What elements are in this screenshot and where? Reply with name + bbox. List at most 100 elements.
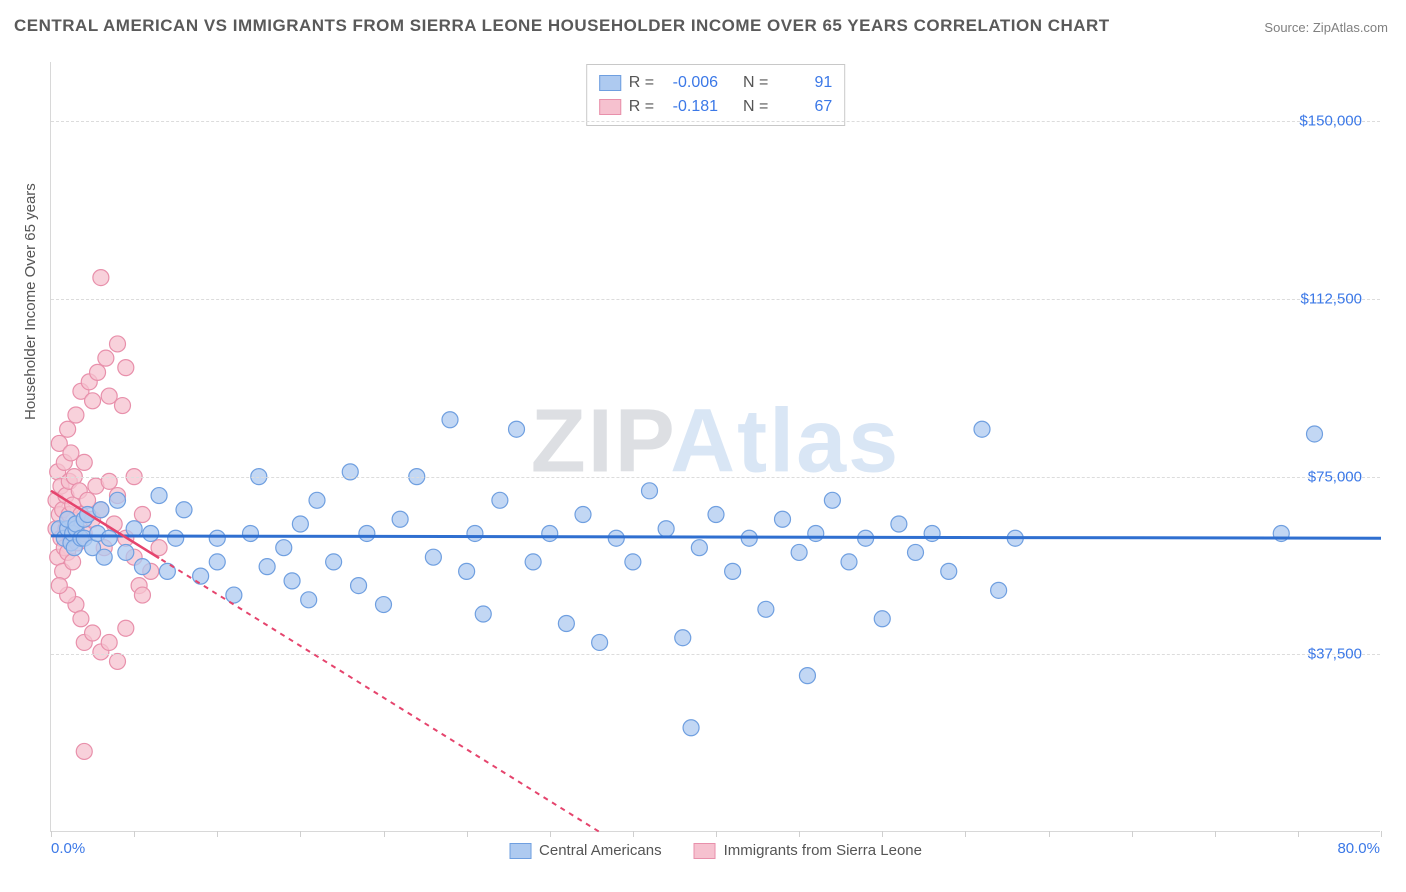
data-point — [425, 549, 441, 565]
data-point — [101, 530, 117, 546]
data-point — [243, 525, 259, 541]
data-point — [73, 611, 89, 627]
data-point — [76, 454, 92, 470]
data-point — [558, 616, 574, 632]
data-point — [758, 601, 774, 617]
x-tick-mark — [633, 831, 634, 837]
data-point — [675, 630, 691, 646]
data-point — [96, 549, 112, 565]
x-tick-mark — [882, 831, 883, 837]
data-point — [118, 360, 134, 376]
stat-n-label: N = — [743, 71, 768, 95]
data-point — [118, 544, 134, 560]
data-point — [509, 421, 525, 437]
data-point — [708, 507, 724, 523]
data-point — [80, 492, 96, 508]
x-tick-mark — [965, 831, 966, 837]
source-attribution: Source: ZipAtlas.com — [1264, 20, 1388, 35]
x-axis-max-label: 80.0% — [1337, 840, 1380, 857]
data-point — [143, 525, 159, 541]
source-value: ZipAtlas.com — [1313, 20, 1388, 35]
data-point — [791, 544, 807, 560]
legend-label: Immigrants from Sierra Leone — [724, 842, 922, 859]
x-tick-mark — [550, 831, 551, 837]
data-point — [209, 530, 225, 546]
gridline — [51, 299, 1380, 300]
legend-item: Immigrants from Sierra Leone — [694, 842, 922, 859]
data-point — [110, 336, 126, 352]
data-point — [642, 483, 658, 499]
data-point — [351, 578, 367, 594]
data-point — [134, 507, 150, 523]
stat-r-label: R = — [629, 95, 654, 119]
data-point — [941, 563, 957, 579]
chart-title: CENTRAL AMERICAN VS IMMIGRANTS FROM SIER… — [14, 16, 1110, 36]
x-axis-min-label: 0.0% — [51, 840, 85, 857]
data-point — [908, 544, 924, 560]
y-tick-label: $37,500 — [1308, 646, 1362, 663]
stat-n-value: 67 — [776, 95, 832, 119]
data-point — [134, 587, 150, 603]
data-point — [592, 634, 608, 650]
bottom-legend: Central Americans Immigrants from Sierra … — [509, 842, 922, 859]
data-point — [93, 270, 109, 286]
stats-row: R =-0.181 N =67 — [599, 95, 833, 119]
data-point — [226, 587, 242, 603]
data-point — [63, 445, 79, 461]
stat-r-label: R = — [629, 71, 654, 95]
x-tick-mark — [300, 831, 301, 837]
data-point — [85, 625, 101, 641]
data-point — [110, 653, 126, 669]
data-point — [118, 620, 134, 636]
data-point — [874, 611, 890, 627]
data-point — [101, 388, 117, 404]
data-point — [725, 563, 741, 579]
data-point — [65, 554, 81, 570]
x-tick-mark — [799, 831, 800, 837]
data-point — [359, 525, 375, 541]
data-point — [76, 743, 92, 759]
data-point — [51, 578, 67, 594]
data-point — [168, 530, 184, 546]
data-point — [467, 525, 483, 541]
data-point — [276, 540, 292, 556]
data-point — [841, 554, 857, 570]
y-tick-label: $150,000 — [1299, 113, 1362, 130]
data-point — [90, 364, 106, 380]
data-point — [974, 421, 990, 437]
data-point — [891, 516, 907, 532]
chart-plot-area: ZIPAtlas R =-0.006 N =91R =-0.181 N =67 … — [50, 62, 1380, 832]
data-point — [824, 492, 840, 508]
data-point — [309, 492, 325, 508]
data-point — [525, 554, 541, 570]
data-point — [392, 511, 408, 527]
correlation-stats-box: R =-0.006 N =91R =-0.181 N =67 — [586, 64, 846, 126]
x-tick-mark — [217, 831, 218, 837]
data-point — [151, 488, 167, 504]
stat-r-value: -0.006 — [662, 71, 718, 95]
y-axis-label: Householder Income Over 65 years — [22, 183, 39, 420]
data-point — [134, 559, 150, 575]
x-tick-mark — [1215, 831, 1216, 837]
data-point — [475, 606, 491, 622]
data-point — [991, 582, 1007, 598]
gridline — [51, 121, 1380, 122]
scatter-svg — [51, 62, 1380, 831]
x-tick-mark — [716, 831, 717, 837]
data-point — [575, 507, 591, 523]
gridline — [51, 477, 1380, 478]
data-point — [326, 554, 342, 570]
data-point — [799, 668, 815, 684]
source-label: Source: — [1264, 20, 1309, 35]
x-tick-mark — [384, 831, 385, 837]
gridline — [51, 654, 1380, 655]
data-point — [68, 407, 84, 423]
legend-label: Central Americans — [539, 842, 662, 859]
data-point — [193, 568, 209, 584]
data-point — [625, 554, 641, 570]
data-point — [209, 554, 225, 570]
x-tick-mark — [1132, 831, 1133, 837]
data-point — [808, 525, 824, 541]
legend-swatch — [599, 75, 621, 91]
data-point — [775, 511, 791, 527]
